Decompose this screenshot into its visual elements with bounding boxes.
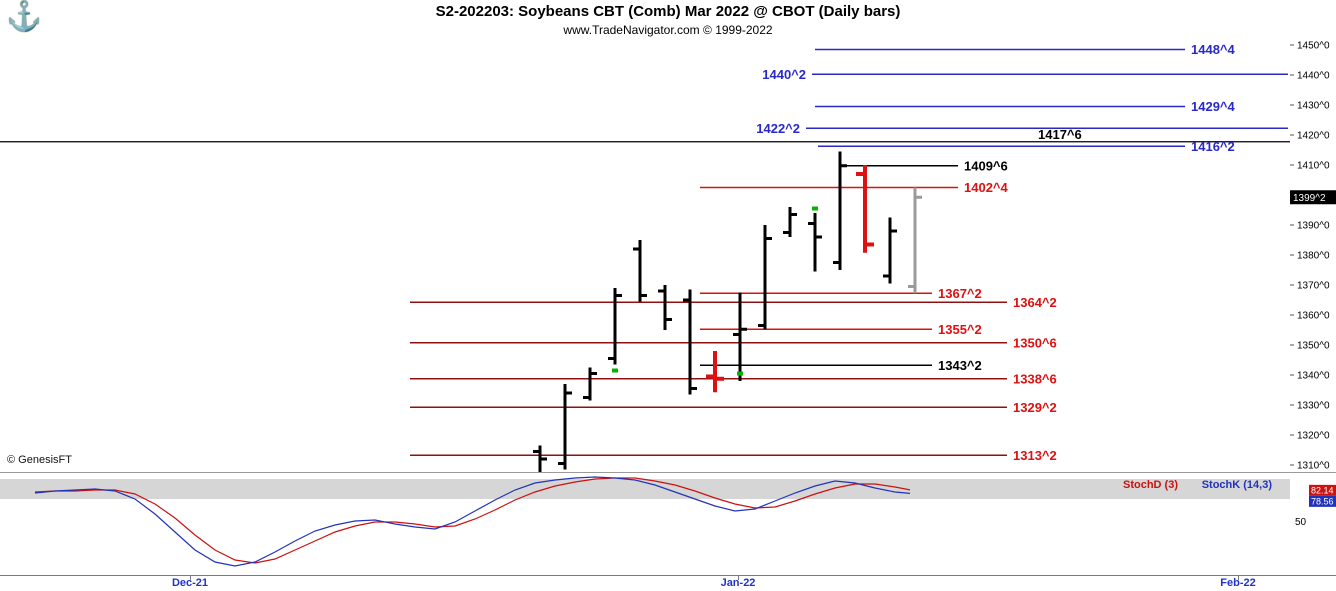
level-label: 1429^4: [1191, 99, 1236, 114]
price-axis-tick-label: 1390^0: [1297, 221, 1330, 232]
time-axis-tick: [738, 576, 739, 580]
stochk-legend-label: StochK (14,3): [1202, 479, 1273, 491]
price-axis-tick-label: 1430^0: [1297, 101, 1330, 112]
price-axis-tick-label: 1410^0: [1297, 161, 1330, 172]
level-label: 1416^2: [1191, 139, 1235, 154]
time-axis-tick: [1238, 576, 1239, 580]
stochd-legend-label: StochD (3): [1123, 479, 1178, 491]
stoch-line-stochk: [34, 476, 911, 567]
signal-marker: [612, 368, 618, 373]
level-label: 1417^6: [1038, 127, 1082, 142]
price-axis-tick-label: 1320^0: [1297, 431, 1330, 442]
signal-marker: [812, 206, 818, 211]
price-axis-tick-label: 1360^0: [1297, 311, 1330, 322]
level-label: 1367^2: [938, 286, 982, 301]
level-label: 1448^4: [1191, 42, 1236, 57]
level-label: 1364^2: [1013, 295, 1057, 310]
stoch-line-stochd: [34, 477, 911, 564]
price-axis-tick-label: 1330^0: [1297, 401, 1330, 412]
level-label: 1329^2: [1013, 400, 1057, 415]
last-price-box: [1290, 190, 1336, 205]
level-label: 1402^4: [964, 180, 1009, 195]
time-axis-label: Dec-21: [171, 577, 209, 589]
price-axis-tick-label: 1370^0: [1297, 281, 1330, 292]
price-axis-tick-label: 1440^0: [1297, 71, 1330, 82]
price-axis-tick-label: 1450^0: [1297, 41, 1330, 52]
level-label: 1440^2: [762, 67, 806, 82]
anchor-logo-icon: ⚓: [6, 1, 43, 33]
chart-subtitle: www.TradeNavigator.com © 1999-2022: [563, 23, 773, 37]
price-axis-tick-label: 1310^0: [1297, 461, 1330, 472]
level-label: 1422^2: [756, 121, 800, 136]
overbought-band: [0, 479, 1290, 499]
time-axis-label: Jan-22: [720, 577, 756, 589]
last-price-label: 1399^2: [1293, 193, 1326, 204]
price-axis-tick-label: 1420^0: [1297, 131, 1330, 142]
stochk-value-label: 78.56: [1311, 496, 1334, 506]
level-label: 1355^2: [938, 322, 982, 337]
price-axis-tick-label: 1340^0: [1297, 371, 1330, 382]
level-label: 1409^6: [964, 158, 1008, 173]
level-label: 1343^2: [938, 358, 982, 373]
price-axis-tick-label: 1350^0: [1297, 341, 1330, 352]
chart-title: S2-202203: Soybeans CBT (Comb) Mar 2022 …: [435, 3, 901, 20]
stochd-value-label: 82.14: [1311, 485, 1334, 495]
level-label: 1313^2: [1013, 448, 1057, 463]
stochd-value-box: [1309, 484, 1336, 496]
signal-marker: [737, 371, 743, 376]
level-label: 1350^6: [1013, 335, 1057, 350]
stochk-value-box: [1309, 495, 1336, 507]
price-chart-canvas[interactable]: 1450^01440^01430^01420^01410^01400^01390…: [0, 38, 1336, 472]
time-axis-tick: [190, 576, 191, 580]
stoch-axis-50-label: 50: [1295, 517, 1307, 528]
price-axis-tick-label: 1380^0: [1297, 251, 1330, 262]
time-axis[interactable]: Dec-21 Jan-22 Feb-22: [0, 575, 1336, 591]
level-label: 1338^6: [1013, 371, 1057, 386]
time-axis-label: Feb-22: [1220, 577, 1256, 589]
genesis-copyright: © GenesisFT: [7, 454, 72, 466]
